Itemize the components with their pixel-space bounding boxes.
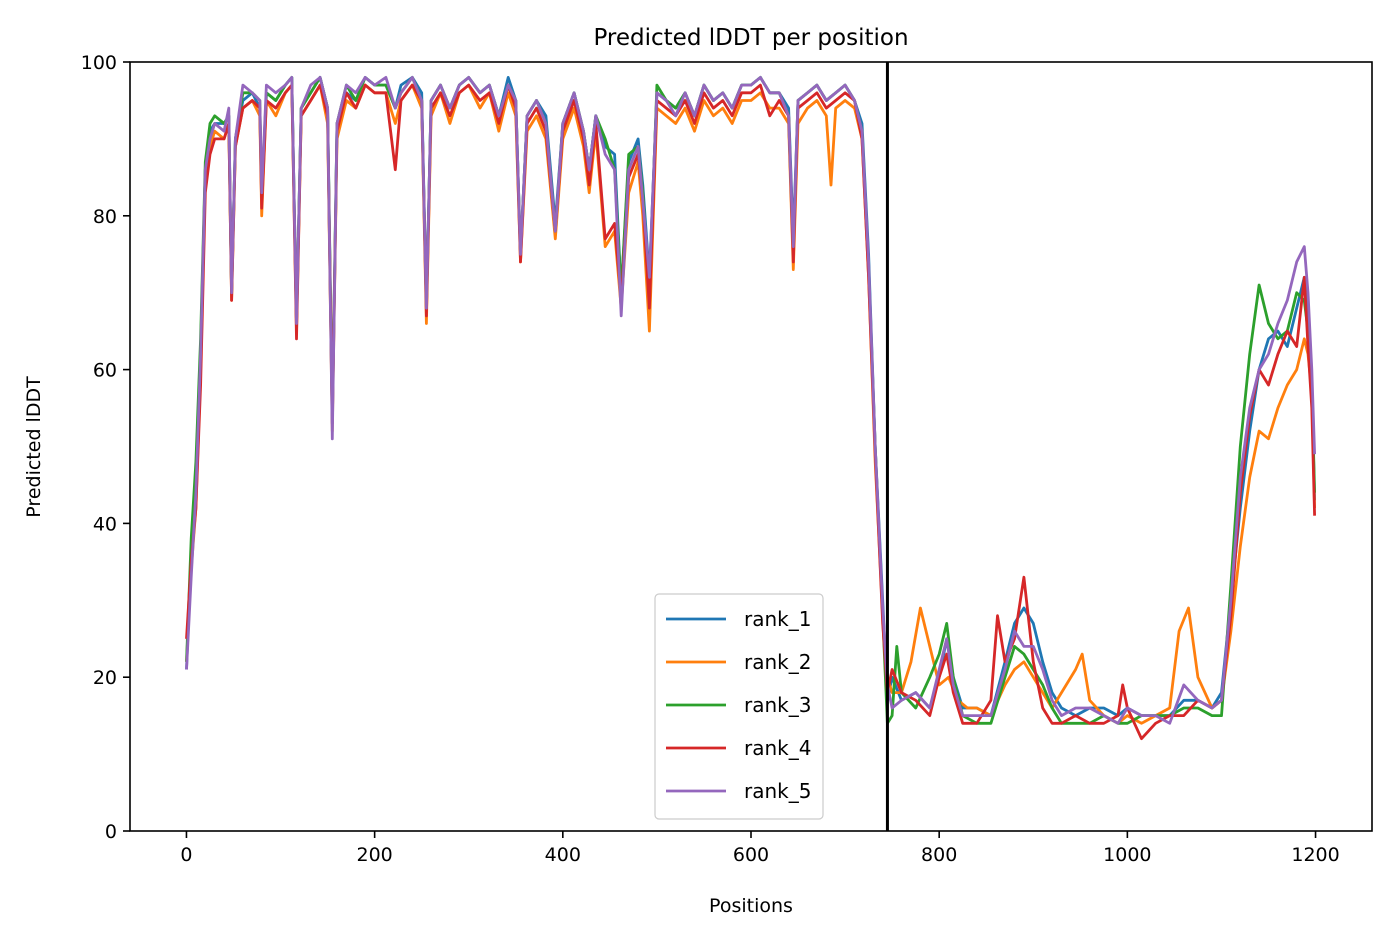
x-tick-label: 1200 [1291,844,1339,866]
y-tick-label: 20 [93,667,117,689]
y-tick-label: 0 [105,821,117,843]
axes-frame [129,61,1373,832]
chart-title: Predicted lDDT per position [593,25,908,51]
legend-label: rank_5 [744,779,811,803]
legend-label: rank_3 [744,693,811,717]
y-tick-label: 60 [93,360,117,382]
x-tick-label: 600 [733,844,769,866]
x-tick-label: 200 [357,844,393,866]
x-tick-label: 0 [180,844,192,866]
y-tick-label: 40 [93,513,117,535]
legend-label: rank_1 [744,607,811,631]
x-axis-label: Positions [709,895,793,917]
series-line-rank-4 [185,83,1316,741]
legend: rank_1 rank_2 rank_3 rank_4 rank_5 [654,593,824,820]
x-tick-label: 1000 [1103,844,1151,866]
ticks-layer: 0 200 400 600 800 1000 1200 0 20 40 60 80 100 [81,52,1340,866]
legend-label: rank_4 [744,736,811,760]
legend-box [654,593,824,820]
plot-area [185,62,1316,831]
y-tick-label: 80 [93,206,117,228]
series-layer [185,76,1316,741]
y-tick-label: 100 [81,52,117,74]
series-line-rank-5 [185,76,1316,725]
x-tick-label: 800 [921,844,957,866]
legend-label: rank_2 [744,650,811,674]
y-axis-label: Predicted lDDT [23,376,45,518]
x-tick-label: 400 [545,844,581,866]
